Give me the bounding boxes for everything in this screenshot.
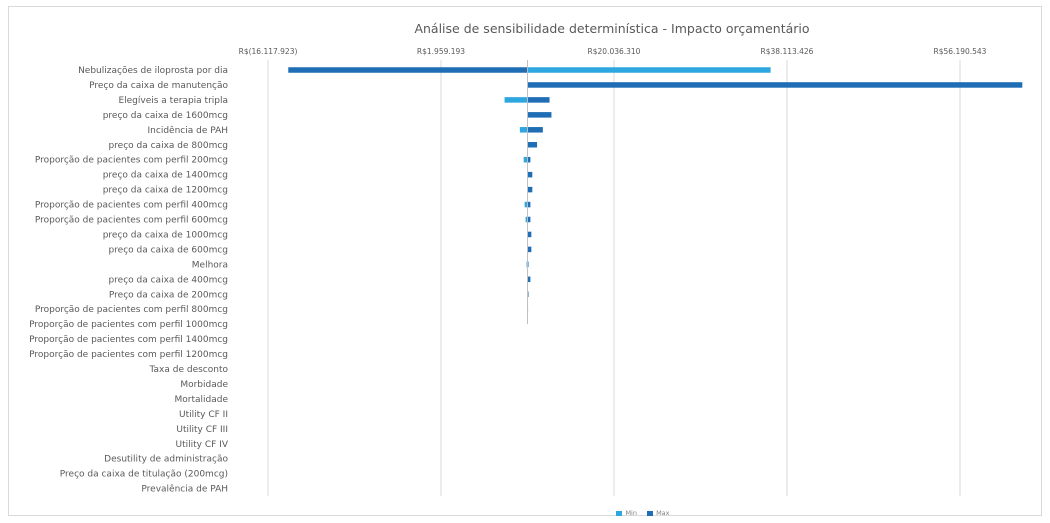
- x-tick-label: R$56.190.543: [934, 47, 987, 56]
- bar-max: [527, 276, 531, 283]
- legend-swatch-min: [616, 510, 623, 516]
- category-label: Utility CF II: [179, 410, 228, 420]
- bar-max: [527, 186, 533, 193]
- bar-max: [527, 97, 550, 103]
- category-label: Incidência de PAH: [148, 125, 228, 136]
- bar-max: [527, 246, 532, 253]
- category-label: Taxa de desconto: [149, 365, 229, 375]
- category-label: Melhora: [192, 260, 228, 270]
- bar-min: [527, 67, 771, 73]
- category-label: preço da caixa de 800mcg: [108, 141, 228, 151]
- bar-max: [527, 156, 531, 163]
- category-label: Proporção de pacientes com perfil 600mcg: [35, 216, 228, 226]
- bar-min: [524, 201, 528, 208]
- legend-item-max: Max: [647, 509, 670, 517]
- category-label: preço da caixa de 1600mcg: [103, 111, 228, 121]
- category-label: preço da caixa de 400mcg: [108, 275, 228, 285]
- category-label: Proporção de pacientes com perfil 200mcg: [35, 156, 228, 166]
- bar-min: [523, 156, 528, 163]
- category-label: Proporção de pacientes com perfil 1400mc…: [29, 335, 228, 345]
- category-label: Proporção de pacientes com perfil 800mcg: [35, 305, 228, 315]
- x-axis-ticks: R$(16.117.923) R$1.959.193 R$20.036.310 R$3…: [239, 47, 987, 56]
- category-label: Elegíveis a terapia tripla: [118, 96, 228, 106]
- bar-max: [527, 216, 531, 223]
- legend-item-min: Min: [616, 509, 637, 517]
- bar-max: [527, 231, 532, 238]
- category-label: Desutility de administração: [104, 455, 228, 465]
- x-tick-label: R$1.959.193: [417, 47, 465, 56]
- x-tick-label: R$(16.117.923): [239, 47, 298, 56]
- bar-min: [504, 97, 528, 103]
- gridlines: [267, 60, 961, 496]
- category-label: Morbidade: [180, 380, 228, 390]
- bars: [288, 67, 1023, 312]
- legend: Min Max: [0, 509, 1050, 517]
- legend-label-max: Max: [656, 509, 670, 517]
- category-labels: Nebulizações de iloprosta por dia Preço d…: [29, 66, 229, 495]
- category-label: preço da caixa de 1200mcg: [103, 186, 228, 196]
- category-label: Prevalência de PAH: [141, 484, 228, 495]
- bar-max: [527, 127, 543, 133]
- category-label: Utility CF IV: [176, 440, 229, 450]
- bar-max: [527, 112, 552, 118]
- bar-max: [527, 142, 538, 148]
- bar-max: [527, 201, 531, 208]
- bar-min: [519, 127, 528, 133]
- category-label: preço da caixa de 1000mcg: [103, 230, 228, 240]
- category-label: Preço da caixa de manutenção: [89, 81, 228, 91]
- bar-max: [288, 67, 528, 73]
- category-label: Proporção de pacientes com perfil 1200mc…: [29, 350, 228, 360]
- bar-max: [527, 82, 1023, 88]
- bar-min: [525, 216, 528, 223]
- category-label: Mortalidade: [175, 395, 229, 405]
- category-label: Nebulizações de iloprosta por dia: [78, 66, 228, 76]
- category-label: Proporção de pacientes com perfil 400mcg: [35, 201, 228, 211]
- category-label: Preço da caixa de titulação (200mcg): [60, 470, 228, 480]
- legend-swatch-max: [647, 510, 654, 516]
- chart-title: Análise de sensibilidade determinística …: [414, 21, 810, 36]
- bar-max: [527, 171, 533, 178]
- x-tick-label: R$20.036.310: [588, 47, 641, 56]
- category-label: Utility CF III: [176, 425, 228, 435]
- category-label: preço da caixa de 600mcg: [108, 245, 228, 255]
- chart-frame: [8, 6, 1042, 516]
- category-label: Proporção de pacientes com perfil 1000mc…: [29, 320, 228, 330]
- category-label: Preço da caixa de 200mcg: [109, 290, 228, 300]
- x-tick-label: R$38.113.426: [761, 47, 814, 56]
- legend-label-min: Min: [625, 509, 637, 517]
- category-label: preço da caixa de 1400mcg: [103, 171, 228, 181]
